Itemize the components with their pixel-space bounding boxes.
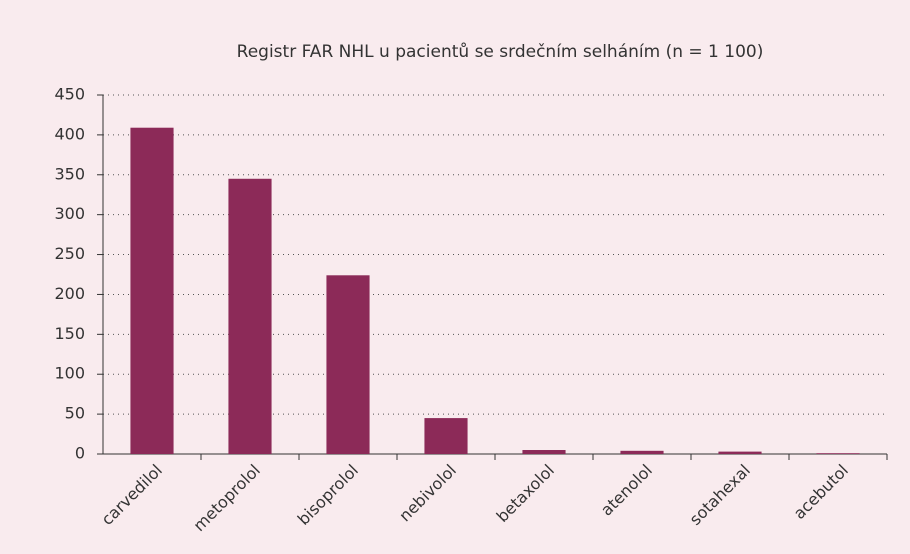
- bar: [326, 275, 370, 454]
- y-tick-label: 50: [65, 404, 85, 423]
- bar: [228, 178, 272, 454]
- bar: [424, 418, 468, 454]
- y-tick-label: 400: [54, 124, 85, 143]
- y-tick-label: 250: [54, 244, 85, 263]
- y-tick-label: 450: [54, 85, 85, 104]
- y-tick-label: 350: [54, 164, 85, 183]
- y-tick-label: 200: [54, 284, 85, 303]
- y-tick-label: 300: [54, 204, 85, 223]
- y-tick-label: 100: [54, 364, 85, 383]
- chart-title: Registr FAR NHL u pacientů se srdečním s…: [237, 42, 764, 62]
- y-tick-label: 0: [75, 444, 85, 463]
- bar: [522, 450, 566, 454]
- bar: [718, 451, 762, 454]
- bar: [620, 450, 664, 454]
- y-tick-label: 150: [54, 324, 85, 343]
- bar: [130, 127, 174, 454]
- bar: [816, 453, 860, 454]
